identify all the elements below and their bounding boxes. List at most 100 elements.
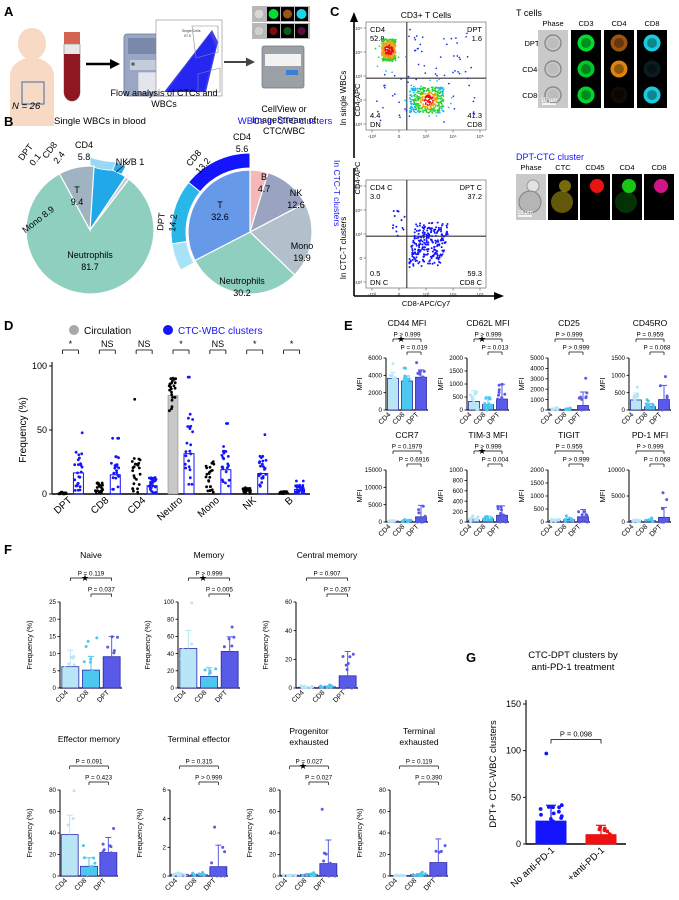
data-point-clusters: [258, 460, 261, 463]
svg-text:B: B: [283, 495, 296, 508]
data-point-clusters: [260, 481, 264, 484]
pie-value-B: 4.7: [258, 184, 271, 194]
data-point: [422, 369, 426, 373]
pie-value-Neutrophils: 81.7: [81, 262, 99, 272]
data-point: [190, 642, 194, 646]
pie-value-NK: 12.6: [287, 200, 305, 210]
flow-point: [405, 56, 407, 58]
axis-ticklabel: 10⁵: [355, 26, 362, 31]
flow-point: [438, 108, 440, 111]
data-point: [502, 513, 505, 517]
pie-sublabel-CD4: CD45.8: [75, 140, 93, 162]
panel-b-right-side-label: In CTC-T clusters: [332, 160, 342, 227]
flow-point: [440, 224, 443, 227]
fluorescence-core: [614, 90, 624, 100]
bar-clusters: [257, 473, 269, 495]
quad-value: 0.5: [370, 269, 380, 278]
data-point-circulation: [131, 487, 135, 491]
flow-point: [434, 242, 437, 244]
data-point-clusters: [115, 463, 119, 467]
x-category-label: CD8: [473, 523, 488, 538]
data-point-circulation: [137, 461, 141, 465]
image-row-label: CD8+: [522, 91, 542, 100]
data-point-clusters: [191, 418, 195, 421]
data-point-clusters: [189, 424, 193, 428]
y-ticklabel: 1500: [611, 355, 625, 362]
flow-point: [418, 261, 421, 263]
data-point: [174, 872, 178, 876]
data-point: [289, 873, 293, 877]
cell-inner: [547, 89, 559, 101]
fluorescence-core: [647, 38, 657, 48]
data-point-clusters: [117, 456, 120, 460]
pvalue-label: P > 0.999: [636, 444, 664, 451]
flow-point: [431, 88, 434, 90]
data-point-clusters: [224, 481, 227, 485]
flow-point: [383, 86, 386, 89]
svg-text:MFI: MFI: [355, 378, 364, 391]
y-ticklabel: 500: [615, 390, 626, 397]
flow-point: [437, 86, 439, 89]
data-point: [328, 861, 332, 865]
legend-label-clusters: CTC-WBC clusters: [178, 326, 262, 337]
y-ticklabel: 40: [379, 830, 386, 837]
bar: [563, 519, 575, 523]
flow-point: [473, 96, 476, 99]
flow-point: [437, 97, 440, 100]
flow-point: [420, 88, 423, 90]
axis-ticklabel: 10³: [423, 134, 430, 139]
cell-inner: [547, 37, 559, 49]
cell-outline: [526, 179, 540, 193]
quad-value: 4.4: [370, 111, 380, 120]
x-category-label: CD4: [291, 689, 306, 704]
y-ticklabel: 60: [49, 809, 56, 816]
svg-text:CD8: CD8: [404, 877, 419, 892]
svg-text:Frequency (%): Frequency (%): [25, 808, 34, 858]
y-ticklabel: 25: [49, 599, 56, 606]
x-category-label: CD4: [164, 877, 179, 892]
pvalue-label: P = 0.013: [481, 345, 509, 352]
svg-text:DPT: DPT: [649, 411, 664, 426]
data-point-circulation: [208, 485, 212, 488]
flow-point: [465, 35, 467, 38]
data-point-circulation: [211, 490, 215, 494]
data-point: [215, 870, 219, 874]
data-point-clusters: [188, 449, 192, 453]
data-point: [411, 873, 415, 876]
data-point: [401, 519, 405, 523]
flow-point: [441, 87, 444, 90]
data-point: [651, 404, 655, 408]
data-point: [607, 832, 612, 836]
x-category-label: No anti-PD-1: [509, 845, 557, 890]
flow-point: [413, 49, 416, 52]
data-point: [389, 379, 393, 383]
flow-point: [422, 255, 425, 258]
y-ticklabel: 0: [541, 519, 545, 526]
data-point: [72, 789, 76, 793]
flow-point: [408, 258, 411, 260]
data-point-clusters: [221, 465, 224, 469]
axis-ticklabel: 10⁵: [476, 134, 483, 139]
data-point-clusters: [153, 479, 157, 483]
y-ticklabel: 100: [32, 361, 47, 371]
data-point-clusters: [76, 482, 80, 486]
significance-star: ★: [199, 573, 207, 583]
data-point: [418, 369, 422, 373]
flow-scatter-inset: Single Cells 97.0: [155, 19, 223, 97]
data-point-circulation: [133, 462, 137, 466]
panel-d-letter: D: [4, 318, 14, 333]
data-point-clusters: [263, 433, 267, 436]
significance-label: NS: [101, 339, 114, 349]
flow-point: [436, 243, 439, 246]
flow-point: [426, 250, 429, 253]
data-point-clusters: [188, 468, 192, 472]
flow-point: [393, 93, 396, 95]
flow-point: [413, 234, 416, 237]
pvalue-label: P = 0.027: [295, 759, 323, 766]
data-point: [663, 375, 667, 379]
svg-text:CD4: CD4: [173, 689, 188, 704]
flow-point: [439, 253, 442, 256]
data-point-circulation: [138, 458, 142, 462]
panel-c-tcell-images: Phase CD3 CD4 CD8 DPT CD4+ CD8+10 µm: [522, 19, 667, 108]
flow-point: [411, 102, 414, 105]
